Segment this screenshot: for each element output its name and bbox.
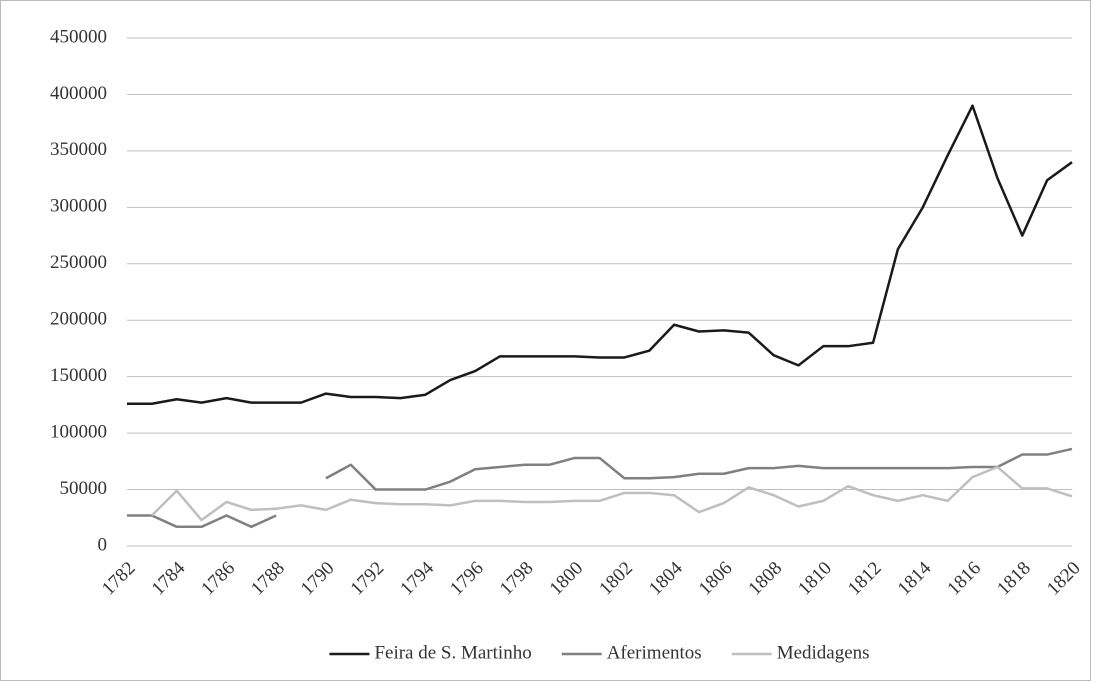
y-tick-label: 400000 [50,83,107,104]
y-tick-label: 200000 [50,309,107,330]
y-tick-label: 450000 [50,26,107,47]
legend-label: Feira de S. Martinho [374,642,531,663]
y-tick-label: 300000 [50,196,107,217]
y-tick-label: 100000 [50,421,107,442]
series-line [127,447,1073,529]
y-tick-label: 350000 [50,139,107,160]
series-line [127,104,1073,406]
y-tick-label: 150000 [50,365,107,386]
legend-label: Medidagens [777,642,870,663]
legend-label: Aferimentos [607,642,702,663]
y-tick-label: 50000 [60,478,108,499]
y-tick-label: 0 [98,534,108,555]
y-tick-label: 250000 [50,252,107,273]
series-line [150,465,1073,522]
